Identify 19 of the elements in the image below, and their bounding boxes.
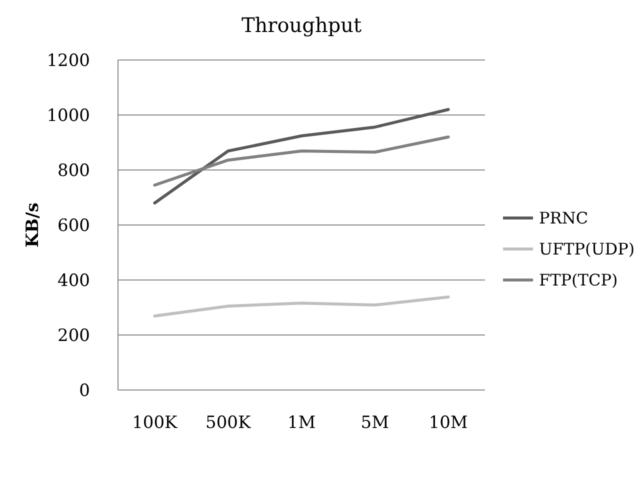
y-tick-label: 400 — [58, 270, 90, 291]
legend-label: UFTP(UDP) — [539, 240, 635, 259]
line-series — [153, 296, 450, 318]
x-tick-label: 5M — [360, 413, 390, 433]
y-tick-label: 1200 — [46, 50, 90, 71]
x-tick-label: 100K — [132, 413, 178, 433]
x-tick-label: 500K — [206, 413, 251, 433]
legend-label: FTP(TCP) — [539, 270, 618, 290]
y-tick-label: 600 — [58, 216, 90, 236]
x-tick-label: 10M — [428, 413, 468, 433]
line-series — [153, 108, 450, 204]
legend-label: PRNC — [539, 208, 588, 228]
y-tick-label: 200 — [58, 326, 90, 346]
chart-title: Throughput — [241, 13, 362, 37]
y-tick-label: 800 — [58, 160, 90, 181]
y-axis-title: KB/s — [23, 202, 43, 248]
y-tick-label: 0 — [79, 380, 90, 401]
x-tick-label: 1M — [287, 413, 316, 433]
y-tick-label: 1000 — [46, 106, 90, 126]
